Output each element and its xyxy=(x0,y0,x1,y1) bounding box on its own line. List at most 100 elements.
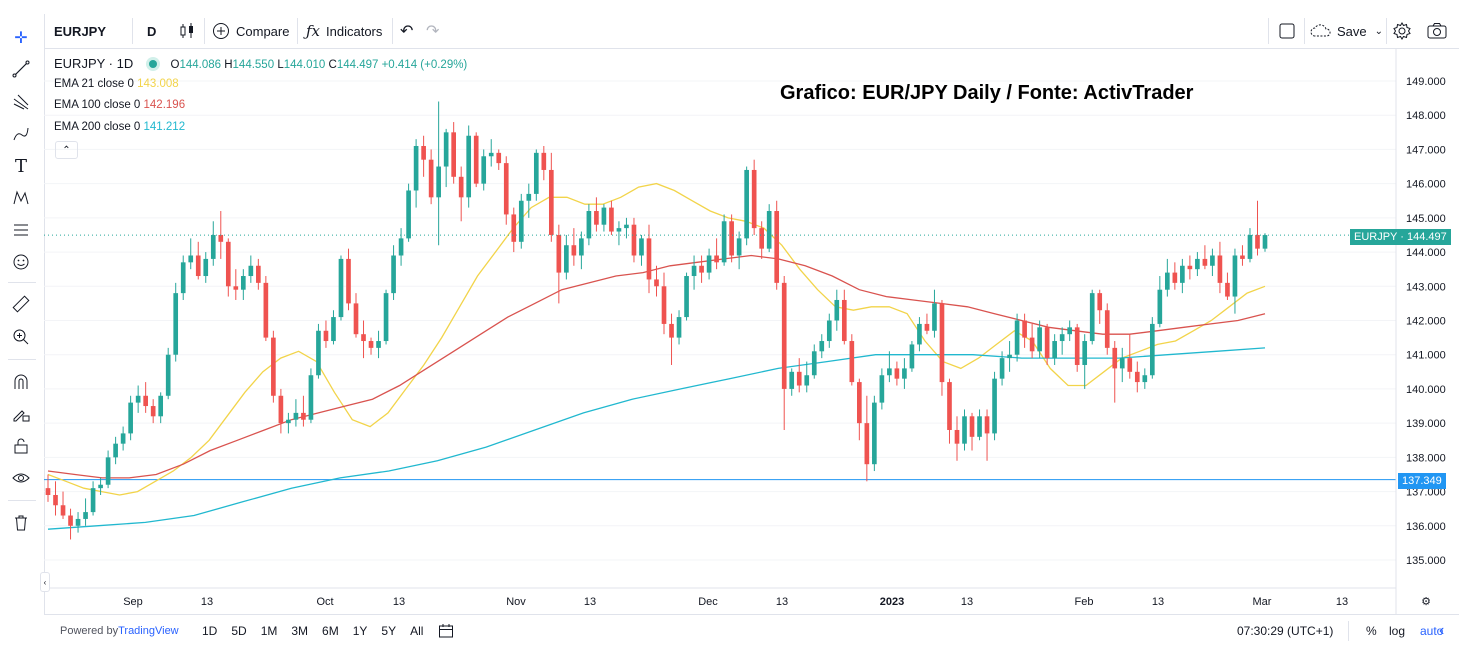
percent-toggle[interactable]: % xyxy=(1366,624,1377,638)
snapshot-button[interactable] xyxy=(1426,14,1448,48)
range-button-5d[interactable]: 5D xyxy=(231,624,247,638)
candle-body xyxy=(721,221,727,263)
price-axis[interactable]: 149.000 148.000 147.000 146.000 145.000 144.0… xyxy=(1406,76,1446,567)
time-axis-tick: Sep xyxy=(123,596,143,608)
lock-all-tool[interactable] xyxy=(9,434,33,458)
emoji-tool[interactable] xyxy=(9,250,33,274)
toolbar-collapse-handle[interactable]: ‹ xyxy=(40,572,50,592)
time-axis[interactable]: Sep 13 Oct 13 Nov 13 Dec 13 2023 13 Feb 13 Mar 13 ⚙ xyxy=(123,596,1431,608)
zoom-tool[interactable] xyxy=(9,325,33,349)
auto-toggle[interactable]: auto xyxy=(1420,624,1444,638)
pattern-tool[interactable] xyxy=(9,186,33,210)
candle-body xyxy=(128,402,133,434)
range-button-1y[interactable]: 1Y xyxy=(352,624,368,638)
pattern-icon xyxy=(13,190,29,205)
candle-body xyxy=(1157,289,1163,324)
time-axis-tick: 2023 xyxy=(880,596,904,608)
undo-button[interactable]: ↶ xyxy=(400,14,413,48)
powered-by[interactable]: Powered by TradingView xyxy=(60,625,179,637)
legend-symbol[interactable]: EURJPY · 1D xyxy=(54,56,134,71)
chart-type-button[interactable] xyxy=(178,14,196,48)
range-button-1d[interactable]: 1D xyxy=(202,624,218,638)
clock[interactable]: 07:30:29 (UTC+1) xyxy=(1237,624,1334,638)
candle-body xyxy=(376,341,381,348)
settings-button[interactable] xyxy=(1392,14,1412,48)
time-axis-tick: 13 xyxy=(584,596,596,608)
measure-tool[interactable] xyxy=(9,292,33,316)
candle-body xyxy=(1044,327,1050,359)
candles-icon xyxy=(180,23,193,38)
range-button-3m[interactable]: 3M xyxy=(291,624,309,638)
hide-tool[interactable] xyxy=(9,466,33,490)
undo-icon: ↶ xyxy=(400,23,414,40)
range-button-5y[interactable]: 5Y xyxy=(381,624,397,638)
time-axis-tick: 13 xyxy=(776,596,788,608)
candle-body xyxy=(518,200,524,242)
crosshair-icon: ✛ xyxy=(14,30,28,47)
candle-body xyxy=(98,484,103,489)
fullscreen-button[interactable] xyxy=(1278,14,1296,48)
save-button[interactable]: Save ⌄ xyxy=(1310,14,1383,48)
candles xyxy=(45,101,1268,540)
time-axis-tick: 13 xyxy=(961,596,973,608)
unlock-icon xyxy=(14,438,28,454)
range-button-1m[interactable]: 1M xyxy=(260,624,278,638)
candle-body xyxy=(954,429,960,444)
time-axis-tick: Feb xyxy=(1075,596,1094,608)
candle-body xyxy=(1134,371,1140,383)
magnet-tool[interactable] xyxy=(9,370,33,394)
candle-body xyxy=(263,282,269,338)
range-button-6m[interactable]: 6M xyxy=(322,624,339,638)
log-toggle[interactable]: log xyxy=(1389,624,1406,638)
legend-ema21[interactable]: EMA 21 close 0 143.008 xyxy=(54,78,179,90)
legend-symbol-row: EURJPY · 1D O144.086 H144.550 L144.010 C… xyxy=(54,56,467,71)
brush-tool[interactable] xyxy=(9,122,33,146)
candle-body xyxy=(105,457,111,485)
candle-body xyxy=(564,245,569,273)
candle-body xyxy=(293,412,299,420)
plus-circle-icon xyxy=(213,23,229,39)
compare-button[interactable]: Compare xyxy=(212,14,289,48)
crosshair-tool[interactable]: ✛ xyxy=(9,26,33,50)
symbol-search[interactable]: EURJPY xyxy=(54,23,107,39)
market-status-dot xyxy=(148,60,157,68)
legend-collapse-button[interactable]: ⌃ xyxy=(55,141,78,159)
time-axis-tick: 13 xyxy=(201,596,213,608)
candle-body xyxy=(1119,358,1125,369)
indicators-button[interactable]: ƒx Indicators xyxy=(306,14,382,48)
prediction-tool[interactable] xyxy=(9,218,33,242)
redo-button[interactable]: ↷ xyxy=(426,14,439,48)
legend-ema100[interactable]: EMA 100 close 0 142.196 xyxy=(54,99,186,111)
legend-ema200[interactable]: EMA 200 close 0 141.212 xyxy=(54,121,186,133)
candle-body xyxy=(466,135,472,198)
candle-body xyxy=(1127,358,1133,372)
candle-body xyxy=(421,146,426,160)
candle-body xyxy=(158,395,164,417)
axis-settings-icon[interactable]: ⚙ xyxy=(1421,596,1431,608)
lock-drawing-tool[interactable] xyxy=(9,402,33,426)
text-tool[interactable]: T xyxy=(9,154,33,178)
bottom-toolbar: Powered by TradingView 1D 5D 1M 3M 6M 1Y 5Y All… xyxy=(44,614,1459,652)
candle-body xyxy=(819,341,825,352)
candle-body xyxy=(691,265,697,277)
fib-tool[interactable] xyxy=(9,90,33,114)
price-axis-tick: 137.000 xyxy=(1406,487,1446,499)
trend-line-tool[interactable] xyxy=(9,57,33,81)
remove-drawings-tool[interactable] xyxy=(9,511,33,535)
candle-body xyxy=(316,330,321,376)
candle-body xyxy=(353,303,359,335)
collapse-panel-button[interactable]: ‹ xyxy=(1439,615,1444,647)
candle-body xyxy=(879,375,885,403)
candle-body xyxy=(1247,234,1253,259)
candle-body xyxy=(826,320,832,342)
date-range-button[interactable] xyxy=(438,615,454,647)
candle-body xyxy=(218,234,224,242)
brush-icon xyxy=(13,127,29,141)
candle-body xyxy=(811,351,817,376)
candle-body xyxy=(999,358,1005,379)
range-button-all[interactable]: All xyxy=(410,624,424,638)
interval-selector[interactable]: D xyxy=(147,23,157,39)
candle-body xyxy=(165,354,171,396)
candle-body xyxy=(331,317,336,342)
